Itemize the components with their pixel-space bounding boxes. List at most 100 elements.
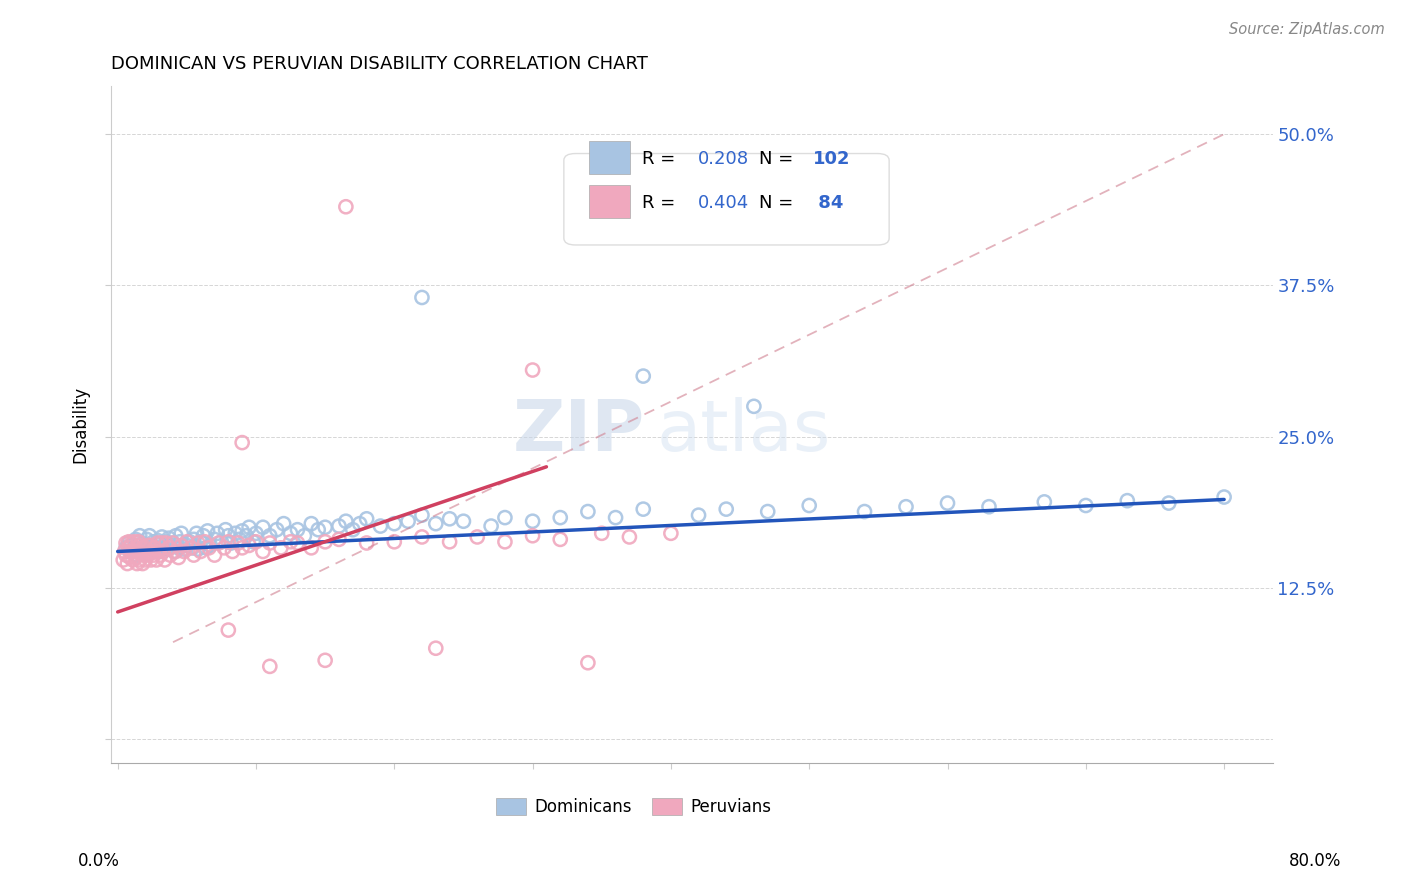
Point (143, 541, 166, 555)
Point (742, 400, 765, 414)
Point (127, 544, 149, 558)
Point (141, 542, 163, 557)
Point (287, 536, 309, 550)
Point (135, 548, 157, 562)
Point (273, 516, 295, 531)
Point (180, 541, 202, 555)
Point (139, 538, 162, 552)
Text: 84: 84 (813, 194, 844, 212)
Point (187, 542, 209, 557)
Point (121, 538, 143, 552)
Point (299, 541, 322, 555)
Point (128, 529, 150, 543)
Point (173, 542, 195, 557)
Point (145, 553, 167, 567)
Point (204, 548, 226, 562)
Point (170, 526, 193, 541)
Point (356, 512, 378, 526)
Point (132, 548, 155, 562)
Point (219, 536, 242, 550)
Point (1033, 495, 1056, 509)
Point (226, 536, 249, 550)
Point (118, 534, 141, 549)
Point (139, 553, 162, 567)
Point (231, 541, 253, 555)
Point (150, 530, 173, 544)
Point (396, 514, 419, 528)
Point (228, 533, 250, 547)
Point (328, 519, 350, 533)
Point (591, 526, 613, 541)
Point (716, 502, 738, 516)
Point (576, 504, 599, 518)
Point (134, 553, 156, 567)
Point (328, 533, 350, 547)
Point (382, 516, 405, 531)
Point (149, 548, 172, 562)
Point (149, 536, 172, 550)
FancyBboxPatch shape (564, 153, 889, 245)
Point (252, 544, 274, 558)
Point (799, 499, 821, 513)
Point (280, 526, 302, 541)
Point (259, 536, 281, 550)
Point (356, 536, 378, 550)
Point (292, 529, 315, 543)
Point (287, 523, 309, 537)
Point (162, 536, 184, 550)
Point (631, 502, 654, 516)
Point (129, 544, 152, 558)
Point (142, 534, 165, 549)
Point (370, 519, 392, 533)
Point (118, 536, 141, 550)
Point (204, 533, 226, 547)
Point (152, 544, 174, 558)
Text: 80.0%: 80.0% (1288, 852, 1341, 870)
Point (214, 523, 236, 537)
Point (142, 548, 165, 562)
Point (494, 534, 516, 549)
Point (522, 514, 544, 528)
Point (152, 541, 174, 555)
Point (118, 541, 141, 555)
Text: R =: R = (641, 150, 681, 169)
Point (411, 290, 433, 304)
Point (146, 533, 169, 548)
Text: 0.404: 0.404 (697, 194, 749, 212)
Point (114, 544, 136, 558)
Point (335, 514, 357, 528)
Point (314, 653, 336, 667)
Point (198, 541, 221, 555)
Point (181, 541, 204, 555)
Point (217, 529, 239, 543)
Point (131, 536, 153, 550)
Point (145, 541, 167, 555)
Point (146, 536, 169, 550)
Point (280, 534, 302, 549)
Point (167, 550, 190, 565)
Point (165, 529, 187, 543)
Point (756, 504, 779, 518)
Point (169, 534, 191, 549)
Point (605, 510, 627, 524)
Point (659, 526, 682, 541)
Point (1116, 493, 1139, 508)
Point (231, 524, 253, 538)
Point (155, 534, 177, 549)
Point (122, 553, 145, 567)
Point (117, 557, 139, 571)
Point (115, 548, 138, 562)
Point (479, 519, 502, 533)
Point (124, 533, 146, 547)
Point (176, 534, 198, 549)
Point (155, 536, 177, 550)
Point (197, 524, 219, 538)
Point (231, 435, 253, 450)
Point (349, 516, 371, 531)
Point (112, 553, 135, 567)
Point (138, 547, 160, 561)
Point (153, 553, 176, 567)
Point (124, 534, 146, 549)
Point (453, 514, 475, 528)
Point (115, 536, 138, 550)
